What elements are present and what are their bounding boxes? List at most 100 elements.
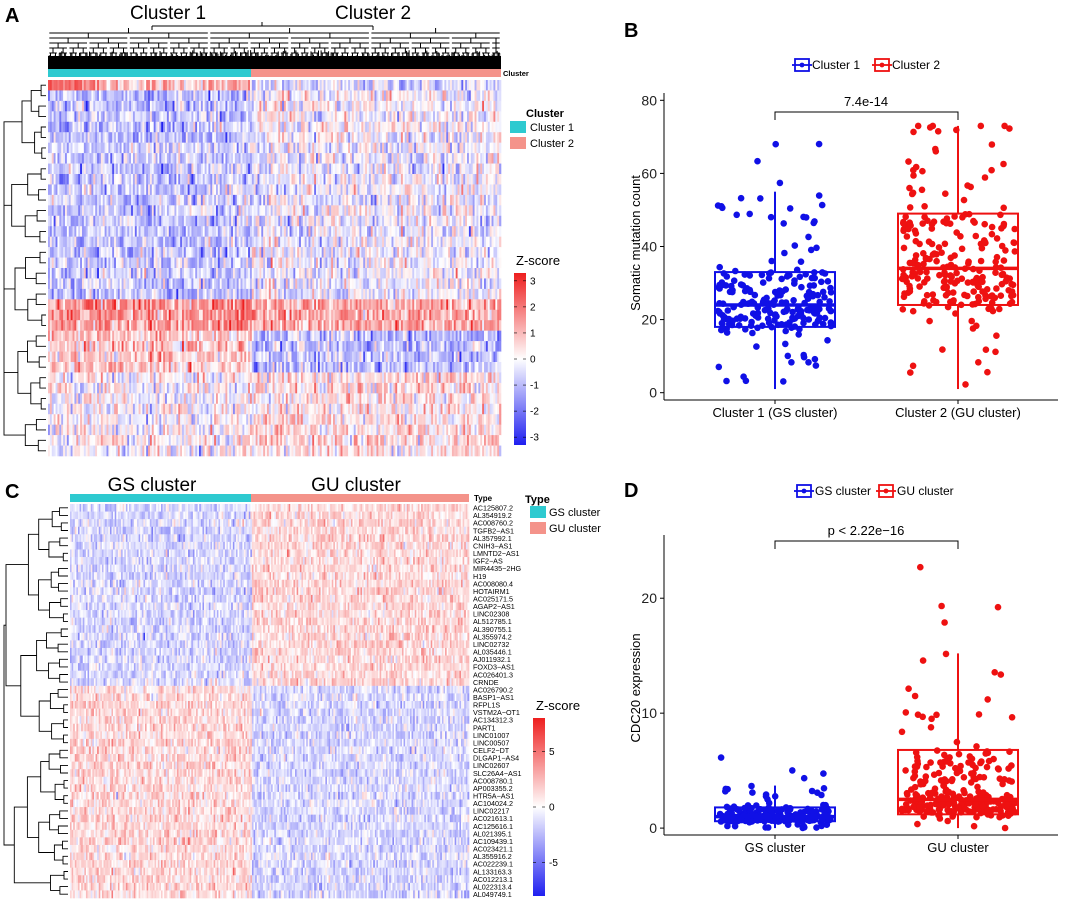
heatmap-cell — [310, 184, 313, 196]
heatmap-cell — [310, 121, 313, 133]
heatmap-cell — [387, 215, 390, 227]
heatmap-cell — [338, 132, 341, 143]
heatmap-cell — [204, 257, 207, 269]
heatmap-cell — [183, 184, 187, 196]
heatmap-cell — [383, 268, 387, 279]
heatmap-cell — [76, 142, 79, 154]
heatmap-cell — [495, 257, 498, 269]
heatmap-cell — [106, 288, 109, 300]
heatmap-cell — [468, 163, 472, 175]
heatmap-cell — [487, 247, 490, 258]
heatmap-cell — [425, 121, 428, 133]
heatmap-cell — [321, 111, 324, 123]
heatmap-cell — [265, 142, 268, 154]
heatmap-cell — [263, 205, 266, 217]
heatmap-cell — [333, 215, 336, 227]
heatmap-cell — [257, 132, 260, 143]
heatmap-cell — [108, 153, 111, 164]
heatmap-cell — [225, 174, 228, 185]
heatmap-cell — [163, 257, 166, 269]
heatmap-cell — [189, 205, 192, 217]
heatmap-cell — [378, 100, 381, 112]
heatmap-cell — [333, 288, 336, 300]
heatmap-cell — [55, 205, 58, 217]
heatmap-cell — [484, 268, 487, 279]
heatmap-cell — [465, 268, 468, 279]
heatmap-cell — [161, 153, 164, 164]
heatmap-cell — [344, 226, 347, 237]
heatmap-cell — [191, 163, 194, 175]
heatmap-cell — [425, 278, 428, 290]
heatmap-cell — [115, 121, 119, 133]
heatmap-cell — [446, 111, 449, 123]
heatmap-cell — [70, 111, 73, 123]
heatmap-cell — [244, 163, 247, 175]
heatmap-cell — [253, 142, 256, 154]
heatmap-cell — [353, 121, 356, 133]
heatmap-cell — [474, 257, 477, 269]
heatmap-cell — [270, 90, 273, 102]
heatmap-cell — [146, 226, 149, 237]
heatmap-cell — [316, 80, 319, 91]
heatmap-cell — [302, 163, 305, 175]
heatmap-cell — [180, 288, 183, 300]
heatmap-cell — [272, 111, 275, 123]
heatmap-cell — [433, 268, 436, 279]
heatmap-cell — [236, 226, 239, 237]
heatmap-cell — [176, 226, 179, 237]
heatmap-cell — [410, 80, 413, 91]
heatmap-cell — [334, 205, 338, 217]
heatmap-cell — [433, 205, 436, 217]
heatmap-cell — [463, 163, 466, 175]
heatmap-cell — [376, 247, 379, 258]
heatmap-cell — [136, 121, 139, 133]
heatmap-cell — [95, 184, 98, 196]
heatmap-cell — [195, 257, 198, 269]
heatmap-cell — [416, 278, 419, 290]
heatmap-cell — [138, 153, 141, 164]
heatmap-cell — [412, 226, 415, 237]
heatmap-cell — [266, 247, 270, 258]
heatmap-cell — [397, 215, 400, 227]
heatmap-cell — [183, 142, 187, 154]
heatmap-cell — [446, 153, 449, 164]
heatmap-cell — [57, 184, 60, 196]
heatmap-cell — [493, 278, 496, 290]
heatmap-cell — [302, 100, 305, 112]
heatmap-cell — [304, 205, 307, 217]
heatmap-cell — [64, 247, 68, 258]
heatmap-cell — [414, 236, 417, 248]
heatmap-cell — [319, 184, 322, 196]
heatmap-cell — [480, 90, 483, 102]
heatmap-cell — [497, 184, 500, 196]
heatmap-cell — [333, 90, 336, 102]
heatmap-cell — [427, 80, 430, 91]
heatmap-cell — [325, 268, 328, 279]
heatmap-cell — [170, 288, 173, 300]
heatmap-cell — [438, 236, 441, 248]
heatmap-cell — [467, 194, 470, 206]
heatmap-cell — [83, 205, 87, 217]
heatmap-cell — [119, 163, 122, 175]
heatmap-cell — [285, 247, 289, 258]
heatmap-cell — [346, 121, 349, 133]
heatmap-cell — [440, 163, 443, 175]
heatmap-cell — [80, 226, 83, 237]
heatmap-cell — [227, 194, 230, 206]
heatmap-cell — [180, 90, 183, 102]
heatmap-cell — [278, 90, 281, 102]
heatmap-cell — [102, 153, 105, 164]
heatmap-cell — [265, 226, 268, 237]
heatmap-cell — [416, 80, 419, 91]
heatmap-cell — [221, 132, 224, 143]
heatmap-cell — [350, 236, 353, 248]
heatmap-cell — [278, 257, 281, 269]
heatmap-cell — [472, 194, 475, 206]
heatmap-cell — [66, 90, 70, 102]
heatmap-cell — [482, 205, 485, 217]
heatmap-cell — [251, 121, 255, 133]
heatmap-cell — [121, 80, 124, 91]
heatmap-cell — [121, 226, 124, 237]
heatmap-cell — [389, 142, 392, 154]
heatmap-cell — [467, 257, 470, 269]
